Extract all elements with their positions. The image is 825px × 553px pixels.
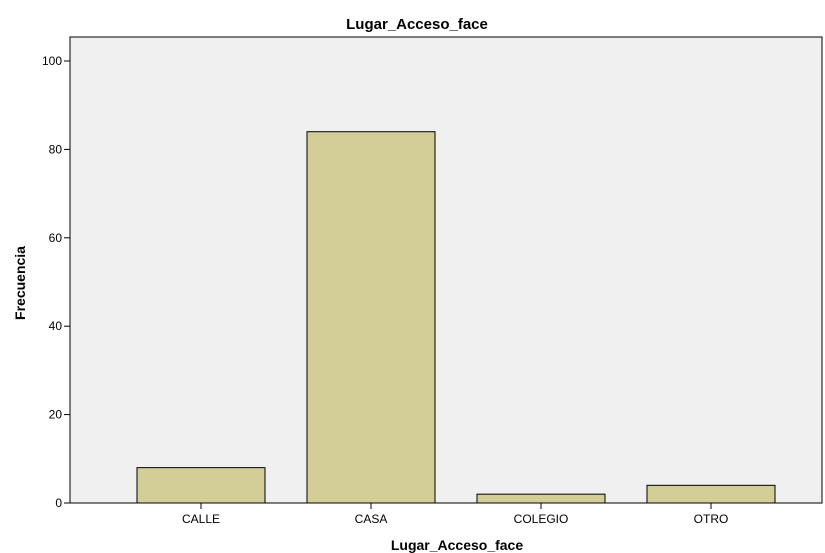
x-tick-label: CALLE xyxy=(182,512,220,526)
y-tick-label: 40 xyxy=(49,319,63,333)
x-tick-label: CASA xyxy=(355,512,388,526)
y-tick-label: 20 xyxy=(49,408,63,422)
x-tick-label: OTRO xyxy=(694,512,729,526)
plot-area xyxy=(69,36,823,504)
y-tick-label: 0 xyxy=(55,496,62,510)
y-tick-label: 100 xyxy=(42,54,62,68)
x-tick-label: COLEGIO xyxy=(514,512,569,526)
y-axis: 0 20 40 60 80 100 xyxy=(42,54,70,510)
x-axis: CALLE CASA COLEGIO OTRO xyxy=(182,503,728,526)
x-axis-label: Lugar_Acceso_face xyxy=(391,537,524,553)
bar-calle xyxy=(136,467,266,504)
chart-title: Lugar_Acceso_face xyxy=(346,16,488,33)
bar-colegio xyxy=(476,493,606,504)
bar-casa xyxy=(306,131,436,504)
y-axis-label: Frecuencia xyxy=(12,246,28,320)
bars xyxy=(136,131,776,504)
y-tick-label: 80 xyxy=(49,142,63,156)
y-tick-label: 60 xyxy=(49,231,63,245)
bar-otro xyxy=(646,484,776,504)
